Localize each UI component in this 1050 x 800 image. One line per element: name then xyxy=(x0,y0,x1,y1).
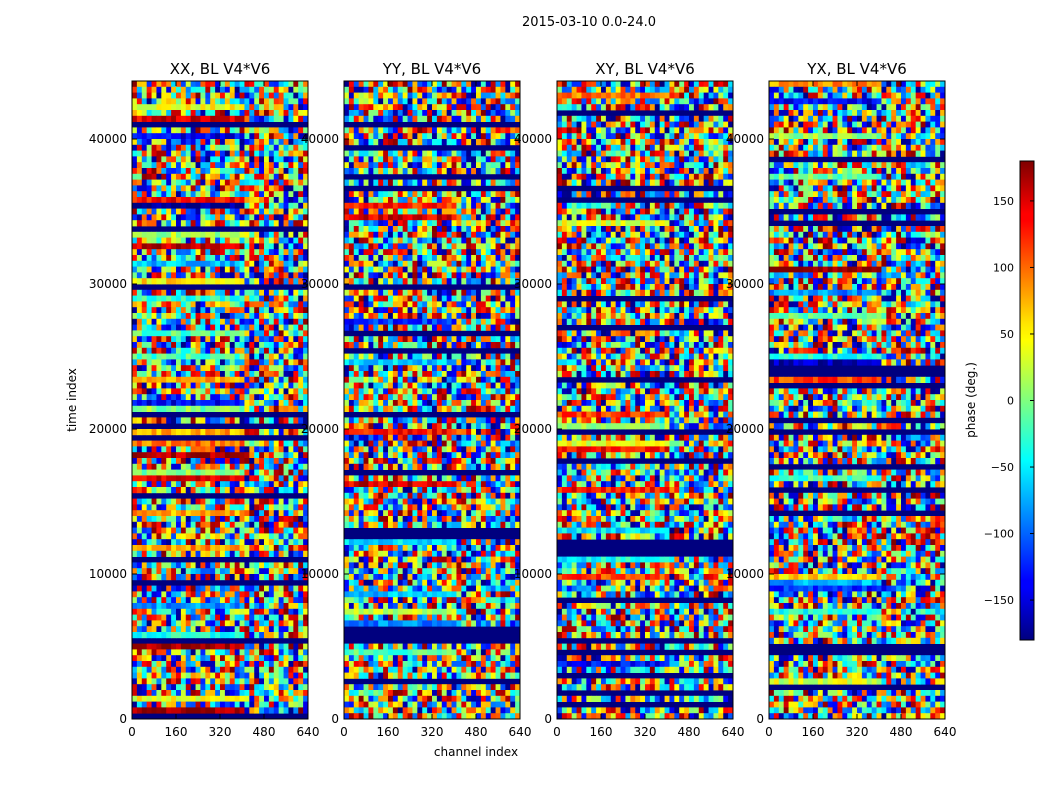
colorbar-tick-label: −50 xyxy=(991,461,1014,474)
heatmap-image xyxy=(557,81,733,719)
y-tick-label: 20000 xyxy=(301,422,339,436)
x-tick-label: 480 xyxy=(465,725,488,739)
x-tick-label: 480 xyxy=(890,725,913,739)
x-tick-label: 160 xyxy=(377,725,400,739)
panel-3: XY, BL V4*V6 0 160 320 480 640 0 10000 20000 3000… xyxy=(514,60,745,739)
heatmap-image xyxy=(769,81,945,719)
x-tick-label: 0 xyxy=(340,725,348,739)
x-axis-label: channel index xyxy=(434,745,518,759)
x-tick-label: 160 xyxy=(165,725,188,739)
y-tick-label: 0 xyxy=(331,712,339,726)
x-tick-label: 640 xyxy=(297,725,320,739)
panel-2: YY, BL V4*V6 0 160 320 480 640 0 10000 20000 3000… xyxy=(301,60,532,739)
colorbar-tick-label: 0 xyxy=(1007,395,1014,408)
y-axis-label: time index xyxy=(65,368,79,432)
x-tick-label: 320 xyxy=(421,725,444,739)
colorbar-tick-label: −150 xyxy=(984,594,1014,607)
y-tick-label: 40000 xyxy=(514,132,552,146)
panel-1: XX, BL V4*V6 0 160 320 480 640 0 10000 20000 3000… xyxy=(89,60,320,739)
x-tick-label: 160 xyxy=(802,725,825,739)
y-tick-label: 20000 xyxy=(89,422,127,436)
figure-suptitle: 2015-03-10 0.0-24.0 xyxy=(522,15,656,30)
panel-title: XX, BL V4*V6 xyxy=(170,60,271,78)
panel-title: XY, BL V4*V6 xyxy=(595,60,695,78)
y-tick-label: 20000 xyxy=(514,422,552,436)
y-tick-label: 40000 xyxy=(301,132,339,146)
colorbar-tick-label: −100 xyxy=(984,528,1014,541)
panel-title: YY, BL V4*V6 xyxy=(382,60,481,78)
x-tick-label: 640 xyxy=(722,725,745,739)
x-tick-label: 480 xyxy=(253,725,276,739)
heatmap-image xyxy=(344,81,520,719)
x-tick-label: 320 xyxy=(634,725,657,739)
x-tick-label: 320 xyxy=(846,725,869,739)
y-tick-label: 20000 xyxy=(726,422,764,436)
colorbar-label: phase (deg.) xyxy=(964,362,978,438)
x-tick-label: 0 xyxy=(128,725,136,739)
y-tick-label: 30000 xyxy=(514,277,552,291)
y-tick-label: 10000 xyxy=(301,567,339,581)
y-tick-label: 40000 xyxy=(89,132,127,146)
heatmap-image xyxy=(132,81,308,719)
x-tick-label: 160 xyxy=(590,725,613,739)
y-tick-label: 10000 xyxy=(726,567,764,581)
y-tick-label: 40000 xyxy=(726,132,764,146)
x-tick-label: 320 xyxy=(209,725,232,739)
x-tick-label: 480 xyxy=(678,725,701,739)
colorbar-tick-label: 50 xyxy=(1000,328,1014,341)
y-tick-label: 0 xyxy=(756,712,764,726)
colorbar-tick-label: 150 xyxy=(993,195,1014,208)
y-tick-label: 30000 xyxy=(301,277,339,291)
y-tick-label: 0 xyxy=(544,712,552,726)
panel-title: YX, BL V4*V6 xyxy=(806,60,907,78)
y-tick-label: 0 xyxy=(119,712,127,726)
y-tick-label: 10000 xyxy=(89,567,127,581)
x-tick-label: 640 xyxy=(934,725,957,739)
y-tick-label: 30000 xyxy=(89,277,127,291)
y-tick-label: 10000 xyxy=(514,567,552,581)
x-tick-label: 640 xyxy=(509,725,532,739)
panel-4: YX, BL V4*V6 0 160 320 480 640 0 10000 20000 3000… xyxy=(726,60,957,739)
x-tick-label: 0 xyxy=(553,725,561,739)
colorbar-tick-label: 100 xyxy=(993,261,1014,274)
y-tick-label: 30000 xyxy=(726,277,764,291)
x-tick-label: 0 xyxy=(765,725,773,739)
colorbar: −150 −100 −50 0 50 100 150 phase (deg.) xyxy=(964,160,1035,641)
